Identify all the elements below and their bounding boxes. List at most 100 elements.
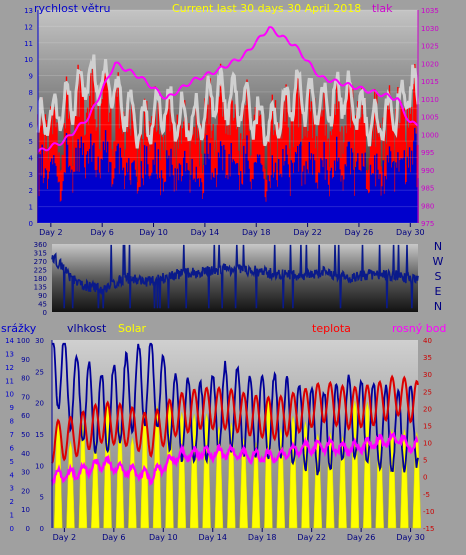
x-tick-label: Day 14 — [198, 533, 227, 542]
rain-tick-label: 4 — [10, 471, 15, 479]
top-right-axis: 975 980 985 990 995 1000 1005 1010 1015 1020 1025 1… — [417, 7, 439, 228]
rain-tick-label: 0 — [10, 525, 14, 533]
direction-tick-label: 225 — [34, 267, 47, 275]
x-tick-label: Day 18 — [242, 228, 271, 237]
humidity-tick-label: 90 — [21, 356, 30, 364]
label-dewpoint: rosný bod — [392, 322, 446, 335]
compass-label: N — [434, 240, 442, 253]
top-right-tick-label: 1025 — [421, 43, 439, 51]
humidity-tick-label: 0 — [26, 525, 30, 533]
x-tick-label: Day 26 — [345, 228, 374, 237]
label-temperature: teplota — [312, 322, 351, 335]
wind-direction-line — [51, 244, 419, 309]
temperature-tick-label: 30 — [423, 371, 432, 379]
temperature-tick-label: 0 — [423, 474, 427, 482]
solar-tick-label: 15 — [35, 431, 44, 439]
label-humidity: vlhkost — [67, 322, 107, 335]
temperature-tick-label: 40 — [423, 337, 432, 345]
top-left-tick-label: 5 — [29, 138, 33, 146]
compass-label: E — [435, 285, 442, 298]
compass-label: N — [434, 300, 442, 313]
top-right-tick-label: 980 — [421, 202, 434, 210]
x-tick-label: Day 26 — [347, 533, 376, 542]
top-chart — [36, 25, 420, 223]
top-left-tick-label: 12 — [24, 23, 33, 31]
wind-gust-line — [36, 54, 420, 149]
temperature-tick-label: 20 — [423, 405, 432, 413]
x-tick-label: Day 18 — [248, 533, 277, 542]
temperature-line — [51, 374, 419, 464]
rain-tick-label: 12 — [5, 364, 14, 372]
bottom-x-axis: Day 2 Day 6 Day 10 Day 14 Day 18 Day 22 Day 26… — [53, 528, 425, 542]
temperature-axis: -15 -10 -5 0 5 10 15 20 25 30 35 40 — [423, 337, 434, 533]
solar-tick-label: 0 — [40, 525, 44, 533]
temperature-tick-label: 15 — [423, 422, 432, 430]
temperature-tick-label: 35 — [423, 354, 432, 362]
temperature-tick-label: -15 — [423, 525, 434, 533]
x-tick-label: Day 22 — [297, 533, 326, 542]
temperature-tick-label: 5 — [423, 457, 427, 465]
rain-tick-label: 8 — [10, 418, 14, 426]
label-solar: Solar — [118, 322, 147, 335]
x-tick-label: Day 2 — [39, 228, 62, 237]
solar-tick-label: 30 — [35, 337, 44, 345]
direction-tick-label: 90 — [38, 292, 47, 300]
rain-tick-label: 6 — [10, 444, 15, 452]
pressure-line — [37, 25, 419, 153]
top-right-tick-label: 1035 — [421, 7, 439, 15]
rain-tick-label: 13 — [5, 350, 14, 358]
x-tick-label: Day 30 — [396, 228, 425, 237]
humidity-line — [52, 342, 419, 476]
humidity-tick-label: 40 — [21, 450, 30, 458]
rain-tick-label: 14 — [5, 337, 14, 345]
rain-tick-label: 1 — [10, 512, 14, 520]
top-left-tick-label: 3 — [29, 171, 33, 179]
top-right-tick-label: 995 — [421, 149, 434, 157]
label-rain: srážky — [1, 322, 37, 335]
top-left-tick-label: 8 — [29, 89, 33, 97]
top-left-tick-label: 7 — [29, 105, 33, 113]
temperature-tick-label: -10 — [423, 508, 434, 516]
top-left-tick-label: 10 — [24, 56, 33, 64]
top-right-tick-label: 975 — [421, 220, 434, 228]
top-right-label: tlak — [372, 2, 393, 15]
x-tick-label: Day 6 — [102, 533, 125, 542]
x-tick-label: Day 30 — [396, 533, 425, 542]
direction-tick-label: 180 — [34, 275, 47, 283]
solar-tick-label: 10 — [35, 462, 44, 470]
direction-tick-label: 270 — [34, 258, 47, 266]
top-x-axis: Day 2 Day 6 Day 10 Day 14 Day 18 Day 22 Day 26… — [39, 223, 425, 237]
top-left-tick-label: 2 — [29, 187, 33, 195]
top-left-tick-label: 1 — [29, 204, 33, 212]
solar-tick-label: 5 — [40, 494, 44, 502]
rain-tick-label: 11 — [5, 377, 14, 385]
humidity-tick-label: 60 — [21, 412, 30, 420]
top-right-tick-label: 1030 — [421, 25, 439, 33]
top-left-label: rychlost větru — [34, 2, 110, 15]
x-tick-label: Day 6 — [90, 228, 113, 237]
direction-chart — [51, 244, 419, 309]
direction-tick-label: 45 — [38, 301, 47, 309]
direction-tick-label: 360 — [34, 241, 47, 249]
temperature-tick-label: 25 — [423, 388, 432, 396]
humidity-tick-label: 20 — [21, 487, 30, 495]
direction-tick-label: 135 — [34, 284, 47, 292]
top-title: Current last 30 days 30 April 2018 — [172, 2, 361, 15]
top-right-tick-label: 1005 — [421, 114, 439, 122]
top-left-tick-label: 9 — [29, 73, 33, 81]
humidity-tick-label: 10 — [21, 506, 30, 514]
humidity-tick-label: 100 — [17, 337, 30, 345]
rain-tick-label: 3 — [10, 485, 14, 493]
rain-tick-label: 10 — [5, 391, 14, 399]
top-left-tick-label: 6 — [29, 122, 34, 130]
temperature-tick-label: 10 — [423, 440, 432, 448]
solar-axis: 0 5 10 15 20 25 30 — [35, 337, 44, 533]
top-left-tick-label: 4 — [29, 154, 34, 162]
humidity-tick-label: 80 — [21, 375, 30, 383]
compass-label: W — [433, 255, 444, 268]
top-right-tick-label: 1020 — [421, 60, 439, 68]
